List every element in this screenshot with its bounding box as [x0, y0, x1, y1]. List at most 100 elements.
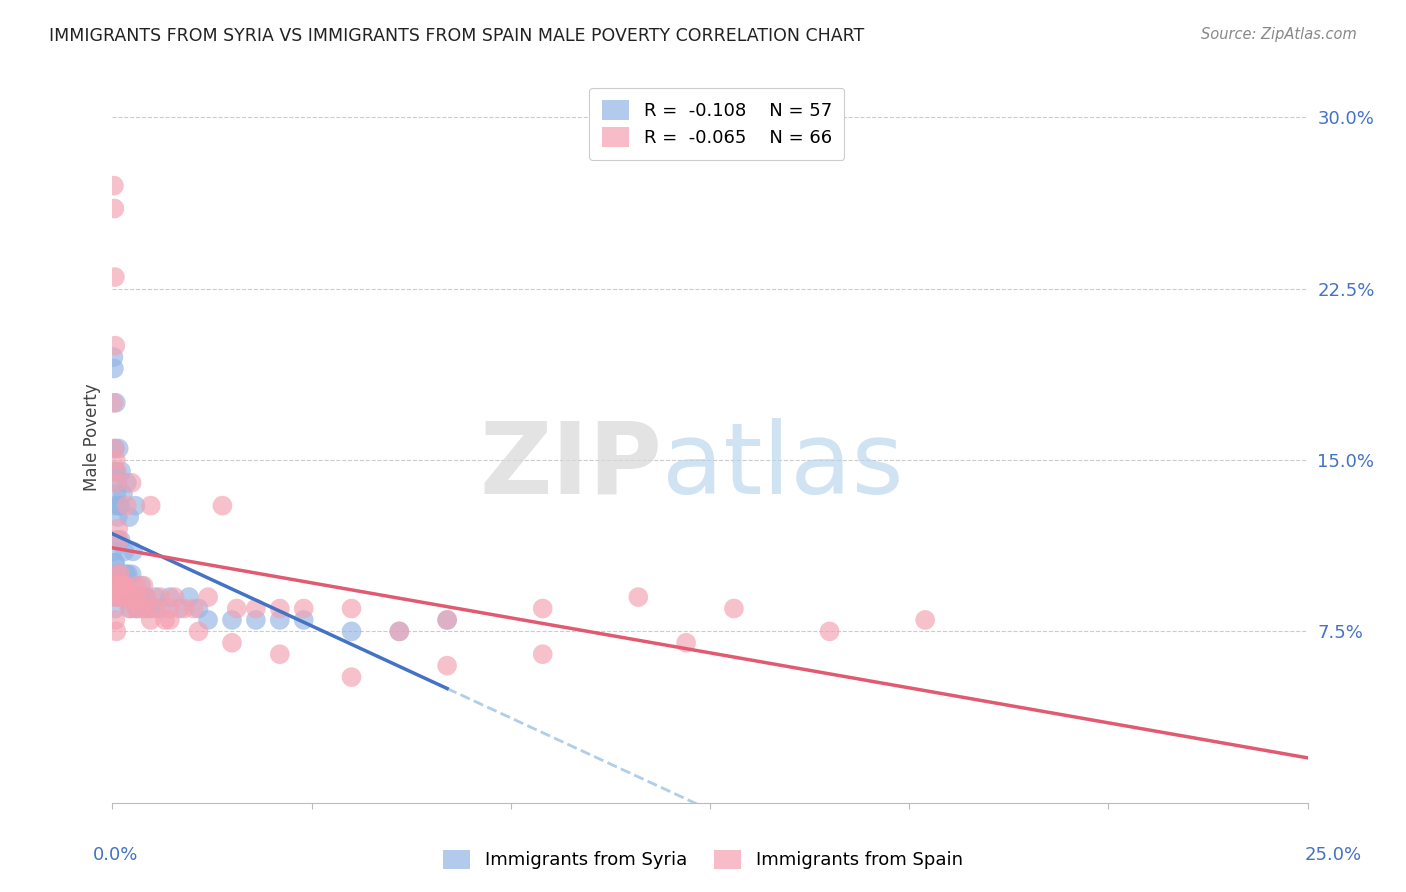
Legend: Immigrants from Syria, Immigrants from Spain: Immigrants from Syria, Immigrants from S…: [434, 841, 972, 879]
Point: [120, 601, 142, 615]
Point: [139, 613, 162, 627]
Text: 0.0%: 0.0%: [93, 846, 138, 863]
Point: [128, 590, 150, 604]
Point: [103, 556, 125, 570]
Point: [107, 567, 129, 582]
Point: [340, 601, 363, 615]
Point: [103, 202, 125, 216]
Text: atlas: atlas: [662, 417, 904, 515]
Point: [115, 499, 138, 513]
Point: [108, 567, 131, 582]
Point: [292, 601, 315, 615]
Text: IMMIGRANTS FROM SYRIA VS IMMIGRANTS FROM SPAIN MALE POVERTY CORRELATION CHART: IMMIGRANTS FROM SYRIA VS IMMIGRANTS FROM…: [49, 27, 865, 45]
Point: [914, 613, 936, 627]
Point: [125, 601, 148, 615]
Point: [107, 442, 129, 456]
Point: [627, 590, 650, 604]
Point: [149, 601, 172, 615]
Point: [105, 567, 128, 582]
Point: [105, 487, 128, 501]
Point: [245, 613, 267, 627]
Point: [122, 590, 145, 604]
Point: [169, 601, 191, 615]
Point: [115, 475, 138, 490]
Point: [104, 556, 127, 570]
Point: [115, 590, 138, 604]
Point: [197, 613, 219, 627]
Point: [121, 475, 143, 490]
Point: [103, 590, 125, 604]
Point: [121, 567, 143, 582]
Point: [436, 613, 458, 627]
Point: [105, 464, 128, 478]
Point: [104, 442, 127, 456]
Point: [531, 647, 554, 661]
Point: [149, 590, 172, 604]
Point: [221, 636, 243, 650]
Point: [340, 624, 363, 639]
Point: [225, 601, 247, 615]
Point: [388, 624, 411, 639]
Point: [135, 590, 157, 604]
Point: [105, 567, 128, 582]
Point: [159, 590, 181, 604]
Legend: R =  -0.108    N = 57, R =  -0.065    N = 66: R = -0.108 N = 57, R = -0.065 N = 66: [589, 87, 845, 160]
Point: [292, 613, 315, 627]
Point: [111, 579, 134, 593]
Point: [125, 579, 148, 593]
Point: [221, 613, 243, 627]
Point: [436, 658, 458, 673]
Point: [118, 601, 141, 615]
Point: [108, 579, 131, 593]
Point: [103, 464, 125, 478]
Point: [110, 464, 132, 478]
Point: [104, 464, 127, 478]
Point: [132, 579, 155, 593]
Point: [145, 601, 167, 615]
Point: [163, 590, 186, 604]
Point: [108, 567, 131, 582]
Point: [187, 624, 209, 639]
Point: [104, 442, 127, 456]
Point: [104, 613, 127, 627]
Point: [129, 601, 152, 615]
Point: [107, 579, 129, 593]
Point: [107, 533, 129, 547]
Point: [115, 567, 138, 582]
Point: [159, 601, 181, 615]
Point: [124, 499, 146, 513]
Point: [104, 270, 127, 285]
Point: [105, 590, 128, 604]
Point: [105, 475, 128, 490]
Point: [139, 499, 162, 513]
Point: [173, 601, 195, 615]
Point: [114, 544, 135, 558]
Point: [115, 579, 138, 593]
Point: [138, 601, 160, 615]
Point: [110, 579, 132, 593]
Point: [118, 510, 141, 524]
Point: [159, 613, 181, 627]
Point: [340, 670, 363, 684]
Point: [187, 601, 209, 615]
Point: [269, 613, 291, 627]
Point: [104, 396, 127, 410]
Point: [128, 590, 150, 604]
Point: [111, 590, 134, 604]
Point: [105, 475, 128, 490]
Text: Source: ZipAtlas.com: Source: ZipAtlas.com: [1201, 27, 1357, 42]
Point: [135, 590, 157, 604]
Point: [110, 533, 132, 547]
Point: [103, 396, 125, 410]
Point: [177, 590, 200, 604]
Point: [105, 579, 128, 593]
Point: [129, 579, 152, 593]
Point: [104, 453, 127, 467]
Point: [101, 544, 124, 558]
Point: [818, 624, 841, 639]
Point: [269, 647, 291, 661]
Point: [153, 613, 176, 627]
Point: [125, 601, 148, 615]
Point: [122, 590, 145, 604]
Point: [132, 601, 155, 615]
